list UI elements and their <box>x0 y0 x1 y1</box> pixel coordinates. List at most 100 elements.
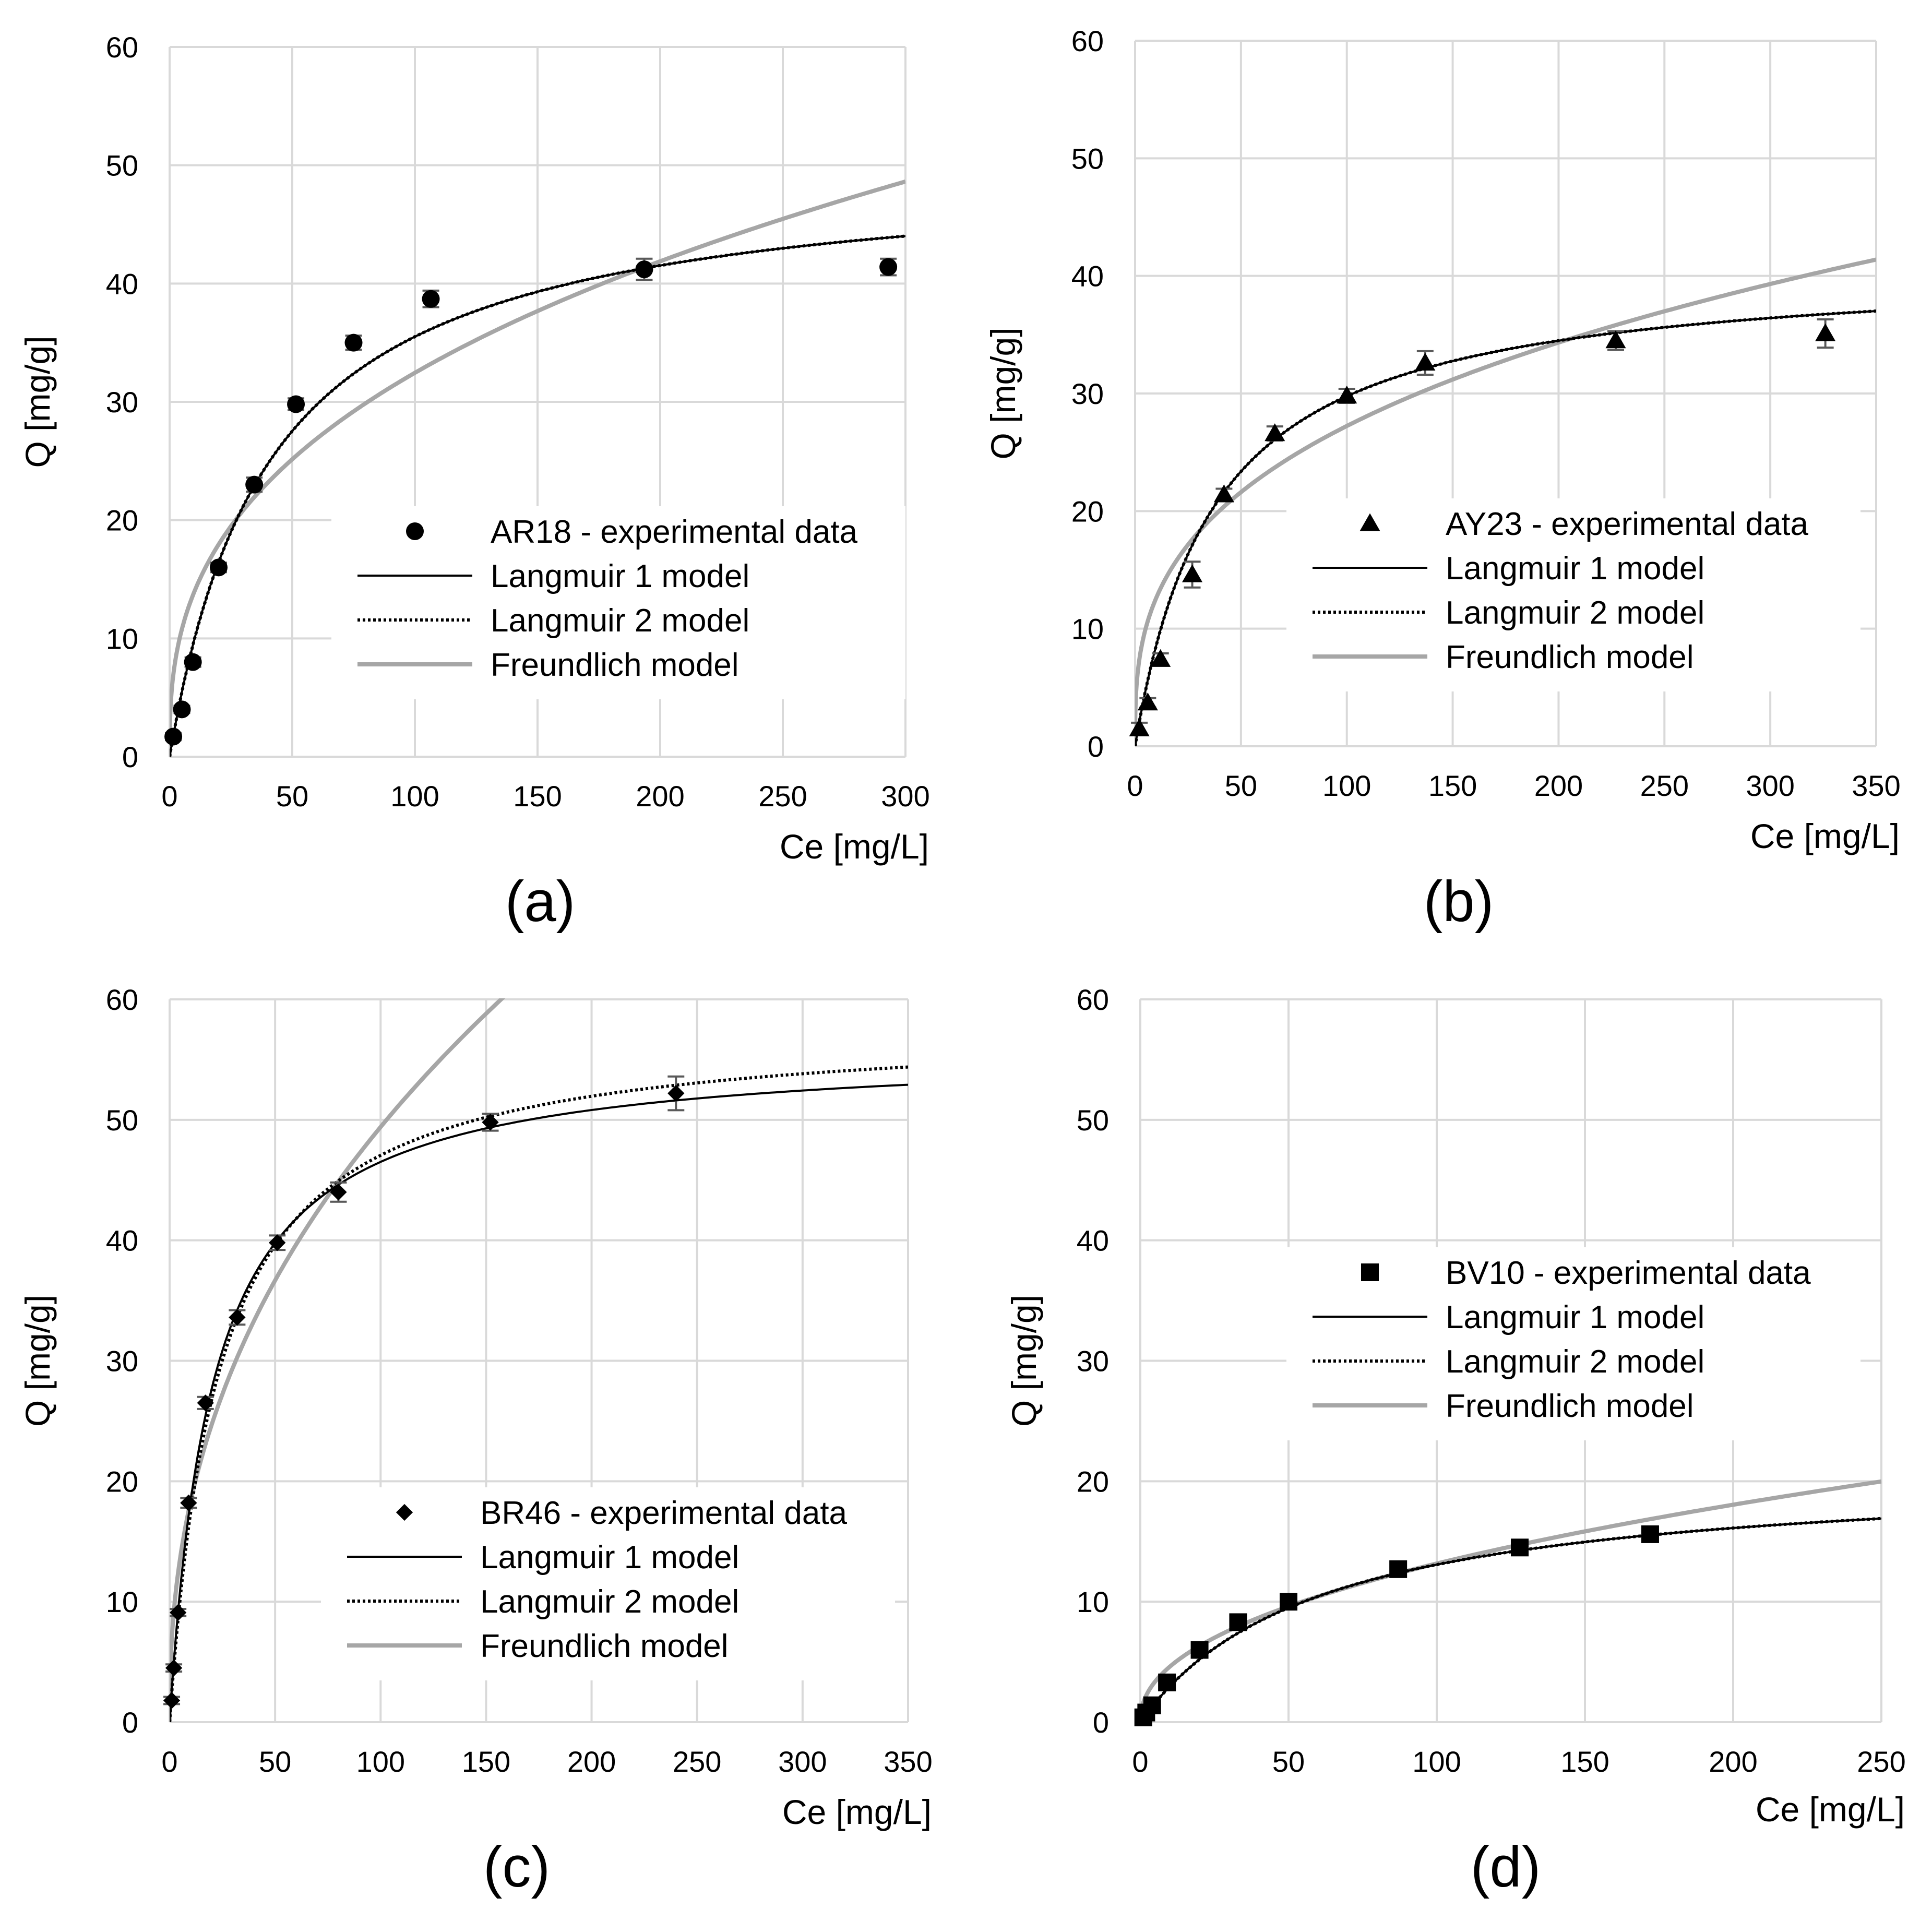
x-tick-label: 300 <box>1746 769 1794 802</box>
x-tick-label: 100 <box>1322 769 1371 802</box>
data-point <box>1265 423 1285 442</box>
legend-label: Langmuir 2 model <box>1446 595 1704 631</box>
legend-label: BV10 - experimental data <box>1446 1255 1811 1291</box>
panel-label: (c) <box>483 1835 550 1899</box>
panel-d: 0 50 100 150 200 250 0 10 20 30 40 50 60 Ce [mg/L] Q [… <box>1005 983 1906 1899</box>
legend-label: Freundlich model <box>1446 1388 1694 1424</box>
x-tick-label: 100 <box>1412 1745 1461 1778</box>
y-tick-label: 30 <box>1077 1345 1109 1378</box>
y-tick-label: 40 <box>106 1224 138 1257</box>
data-point <box>422 290 440 308</box>
y-tick-label: 60 <box>106 31 138 64</box>
data-point <box>344 333 363 352</box>
data-point <box>1182 564 1203 582</box>
x-tick-label: 100 <box>356 1745 405 1778</box>
data-point <box>1137 693 1158 711</box>
x-tick-label: 150 <box>1560 1745 1609 1778</box>
data-point <box>184 653 202 671</box>
y-tick-label: 20 <box>106 1465 138 1498</box>
data-point <box>269 1234 286 1251</box>
x-axis-label: Ce [mg/L] <box>1750 817 1900 855</box>
panel-label: (b) <box>1424 869 1494 934</box>
x-tick-label: 100 <box>390 780 439 813</box>
langmuir-2-model-curve <box>1140 1517 1881 1722</box>
y-axis-label: Q [mg/g] <box>18 1295 57 1427</box>
data-point <box>635 260 653 279</box>
legend-label: BR46 - experimental data <box>480 1495 848 1531</box>
x-axis-label: Ce [mg/L] <box>782 1793 932 1831</box>
y-tick-label: 10 <box>1077 1585 1109 1618</box>
data-point <box>1415 352 1436 371</box>
y-tick-label: 10 <box>106 1585 138 1618</box>
y-tick-label: 0 <box>1093 1706 1109 1739</box>
data-point <box>1605 330 1626 349</box>
x-tick-label: 50 <box>1225 769 1257 802</box>
y-tick-label: 50 <box>1077 1104 1109 1137</box>
y-tick-label: 50 <box>106 149 138 182</box>
x-tick-label: 150 <box>1428 769 1477 802</box>
data-point <box>1129 718 1150 736</box>
y-tick-label: 40 <box>106 267 138 300</box>
x-tick-label: 200 <box>567 1745 616 1778</box>
x-tick-label: 50 <box>259 1745 291 1778</box>
x-tick-label: 50 <box>1272 1745 1305 1778</box>
legend-marker <box>1361 1263 1379 1281</box>
x-axis-label: Ce [mg/L] <box>780 827 929 866</box>
y-tick-label: 40 <box>1071 260 1104 293</box>
data-point <box>1389 1560 1408 1578</box>
freundlich-model-curve <box>170 998 506 1722</box>
data-point <box>164 727 183 746</box>
y-tick-label: 20 <box>106 504 138 537</box>
data-point <box>482 1114 499 1131</box>
y-axis-label: Q [mg/g] <box>18 336 57 468</box>
x-tick-label: 250 <box>1640 769 1689 802</box>
langmuir-1-model-curve <box>170 1083 908 1722</box>
x-tick-label: 0 <box>1132 1745 1148 1778</box>
y-tick-label: 20 <box>1071 495 1104 528</box>
data-point <box>330 1184 347 1201</box>
x-tick-label: 200 <box>1709 1745 1757 1778</box>
y-tick-label: 50 <box>1071 142 1104 175</box>
y-tick-label: 30 <box>106 386 138 419</box>
data-point <box>197 1394 214 1412</box>
y-axis-label: Q [mg/g] <box>1005 1295 1043 1427</box>
data-point <box>1190 1641 1209 1659</box>
data-point <box>165 1659 183 1677</box>
y-tick-label: 0 <box>1088 730 1104 763</box>
data-point <box>1815 323 1836 341</box>
legend-label: Langmuir 2 model <box>1446 1344 1704 1380</box>
y-tick-label: 60 <box>1077 983 1109 1016</box>
legend-label: Langmuir 1 model <box>491 558 749 594</box>
legend-background <box>1286 498 1861 691</box>
x-tick-label: 200 <box>636 780 684 813</box>
legend-label: Langmuir 2 model <box>480 1584 739 1620</box>
model-curves <box>170 998 908 1722</box>
data-point <box>1158 1673 1176 1691</box>
data-point <box>210 558 228 577</box>
y-tick-label: 30 <box>1071 377 1104 410</box>
legend-label: Freundlich model <box>480 1628 729 1664</box>
langmuir-2-model-curve <box>1135 309 1876 746</box>
legend-marker <box>1359 513 1380 531</box>
y-tick-label: 20 <box>1077 1465 1109 1498</box>
panel-b: 0 50 100 150 200 250 300 350 0 10 20 30 40 50 60 Ce [mg… <box>984 25 1901 934</box>
data-point <box>1280 1593 1297 1611</box>
data-point <box>667 1084 685 1102</box>
legend-background <box>321 1487 895 1680</box>
data-point <box>170 1604 187 1621</box>
legend-label: AY23 - experimental data <box>1446 506 1809 542</box>
data-point <box>163 1692 181 1709</box>
panel-label: (d) <box>1471 1835 1541 1899</box>
legend-label: Langmuir 2 model <box>491 603 749 639</box>
data-point <box>1229 1613 1247 1631</box>
y-tick-label: 60 <box>1071 25 1104 57</box>
x-tick-label: 250 <box>1857 1745 1905 1778</box>
x-tick-label: 150 <box>462 1745 510 1778</box>
y-tick-label: 40 <box>1077 1224 1109 1257</box>
legend-background <box>331 506 905 699</box>
panel-label: (a) <box>505 869 575 934</box>
legend-label: AR18 - experimental data <box>491 514 858 550</box>
x-tick-label: 0 <box>161 780 177 813</box>
legend-background <box>1286 1247 1861 1440</box>
y-tick-label: 10 <box>1071 613 1104 646</box>
